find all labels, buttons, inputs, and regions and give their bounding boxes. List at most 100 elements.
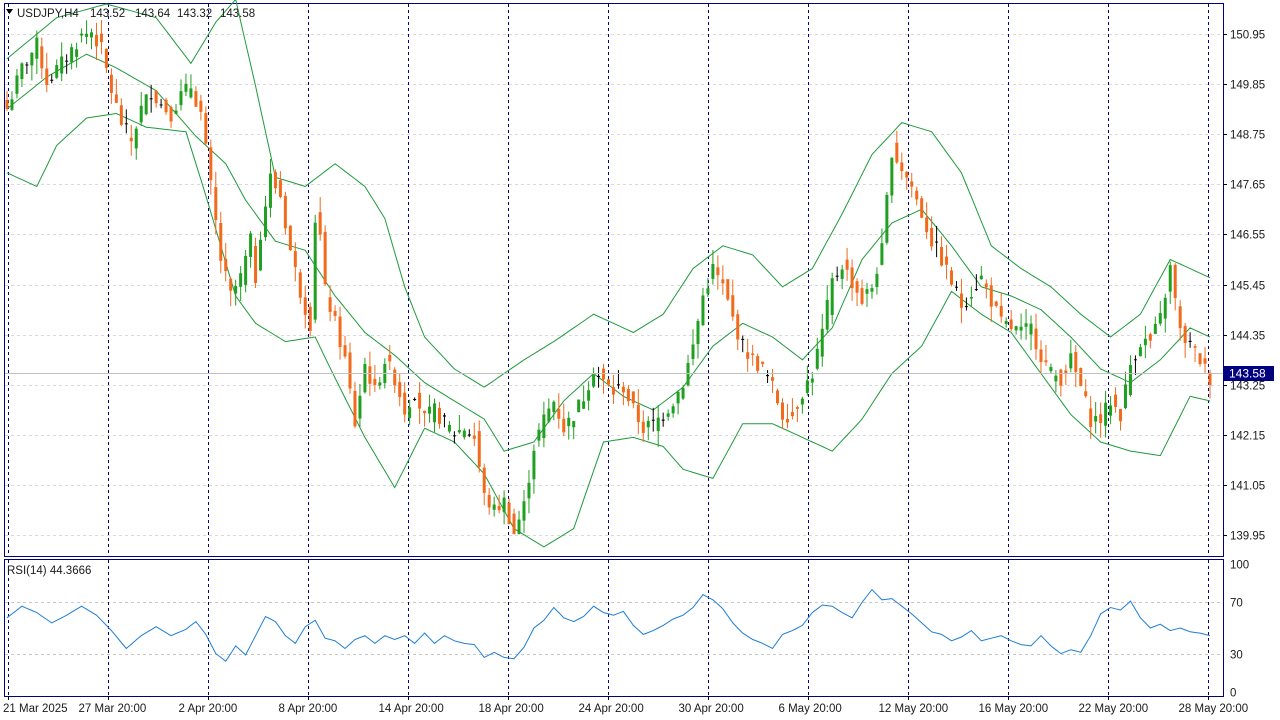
candle <box>950 266 954 287</box>
candle <box>30 52 34 81</box>
candle <box>433 398 437 433</box>
candle <box>25 61 29 75</box>
candle <box>656 405 660 447</box>
candle <box>845 247 849 281</box>
candle <box>875 267 879 295</box>
candle <box>865 282 869 307</box>
candle <box>527 470 531 514</box>
candle <box>850 259 854 301</box>
candle <box>880 228 884 266</box>
candle <box>134 126 138 160</box>
candle <box>1094 401 1098 434</box>
candle <box>572 420 576 440</box>
current-price-label: 143.58 <box>1229 367 1266 381</box>
candle <box>313 214 317 324</box>
price-tick-label: 142.15 <box>1230 431 1265 443</box>
candle <box>766 370 770 384</box>
candle <box>174 103 178 114</box>
candle <box>721 265 725 295</box>
candle <box>1074 345 1078 388</box>
candle <box>562 403 566 437</box>
upper-band-line <box>6 0 1211 388</box>
candle <box>303 285 307 329</box>
candle <box>696 318 700 359</box>
candle <box>557 393 561 429</box>
time-tick-label: 21 Mar 2025 <box>3 703 68 715</box>
candle <box>646 416 650 441</box>
candle <box>959 279 963 324</box>
candle <box>676 390 680 415</box>
price-axis[interactable]: 150.95 149.85 148.75 147.65 146.55 145.45 144.… <box>1223 30 1265 543</box>
candle <box>1143 325 1147 359</box>
time-axis[interactable]: 21 Mar 2025 27 Mar 20:00 2 Apr 20:00 8 Apr … <box>3 696 1248 715</box>
collapse-triangle-icon[interactable] <box>6 9 13 14</box>
candle <box>999 292 1003 323</box>
candle <box>104 48 108 74</box>
rsi-panel[interactable] <box>4 559 1224 697</box>
candle <box>1044 344 1048 366</box>
time-tick-label: 14 Apr 20:00 <box>379 703 444 715</box>
candle <box>746 338 750 372</box>
candle <box>40 37 44 79</box>
time-tick-label: 27 Mar 20:00 <box>79 703 147 715</box>
candle <box>1133 355 1137 375</box>
candle <box>288 225 292 252</box>
candle <box>915 186 919 206</box>
candle <box>870 284 874 299</box>
candle <box>109 68 113 104</box>
main-chart-panel[interactable] <box>4 3 1224 557</box>
candle <box>393 367 397 393</box>
candle <box>428 394 432 423</box>
candle <box>373 365 377 393</box>
price-tick-label: 145.45 <box>1230 281 1265 293</box>
candle <box>855 278 859 307</box>
candle <box>1168 261 1172 304</box>
candle <box>179 79 183 111</box>
price-tick-label: 146.55 <box>1230 230 1265 242</box>
candle <box>154 89 158 108</box>
rsi-tick-label: 100 <box>1230 560 1249 572</box>
candle <box>1004 317 1008 328</box>
candle <box>890 157 894 204</box>
candle <box>293 242 297 282</box>
candle <box>835 266 839 282</box>
candle <box>602 363 606 394</box>
candle <box>298 268 302 304</box>
rsi-axis[interactable]: 100 70 30 0 <box>1230 560 1249 700</box>
candle <box>587 381 591 411</box>
candle <box>234 279 238 306</box>
candle <box>94 22 98 61</box>
candle <box>930 216 934 251</box>
candlesticks <box>5 19 1212 535</box>
candle <box>830 272 834 325</box>
lower-band-line <box>6 112 1211 548</box>
candle <box>805 365 809 396</box>
candle <box>239 266 243 301</box>
candle <box>447 421 451 434</box>
candle <box>621 381 625 406</box>
candle <box>363 357 367 394</box>
candle <box>979 266 983 280</box>
candle <box>1173 263 1177 311</box>
candle <box>626 385 630 407</box>
candle <box>462 428 466 440</box>
candle <box>1153 316 1157 335</box>
candle <box>268 159 272 218</box>
candle <box>736 309 740 351</box>
candle <box>75 42 79 68</box>
candle <box>810 371 814 396</box>
candle <box>1114 387 1118 413</box>
candle <box>691 329 695 366</box>
candle <box>189 74 193 99</box>
candle <box>1158 301 1162 326</box>
candle <box>1123 371 1127 410</box>
candle <box>338 306 342 360</box>
candle <box>1024 309 1028 340</box>
candle <box>542 401 546 448</box>
candle <box>552 400 556 421</box>
candle <box>994 300 998 308</box>
candle <box>99 19 103 55</box>
candle <box>1049 363 1053 374</box>
candle <box>840 264 844 290</box>
